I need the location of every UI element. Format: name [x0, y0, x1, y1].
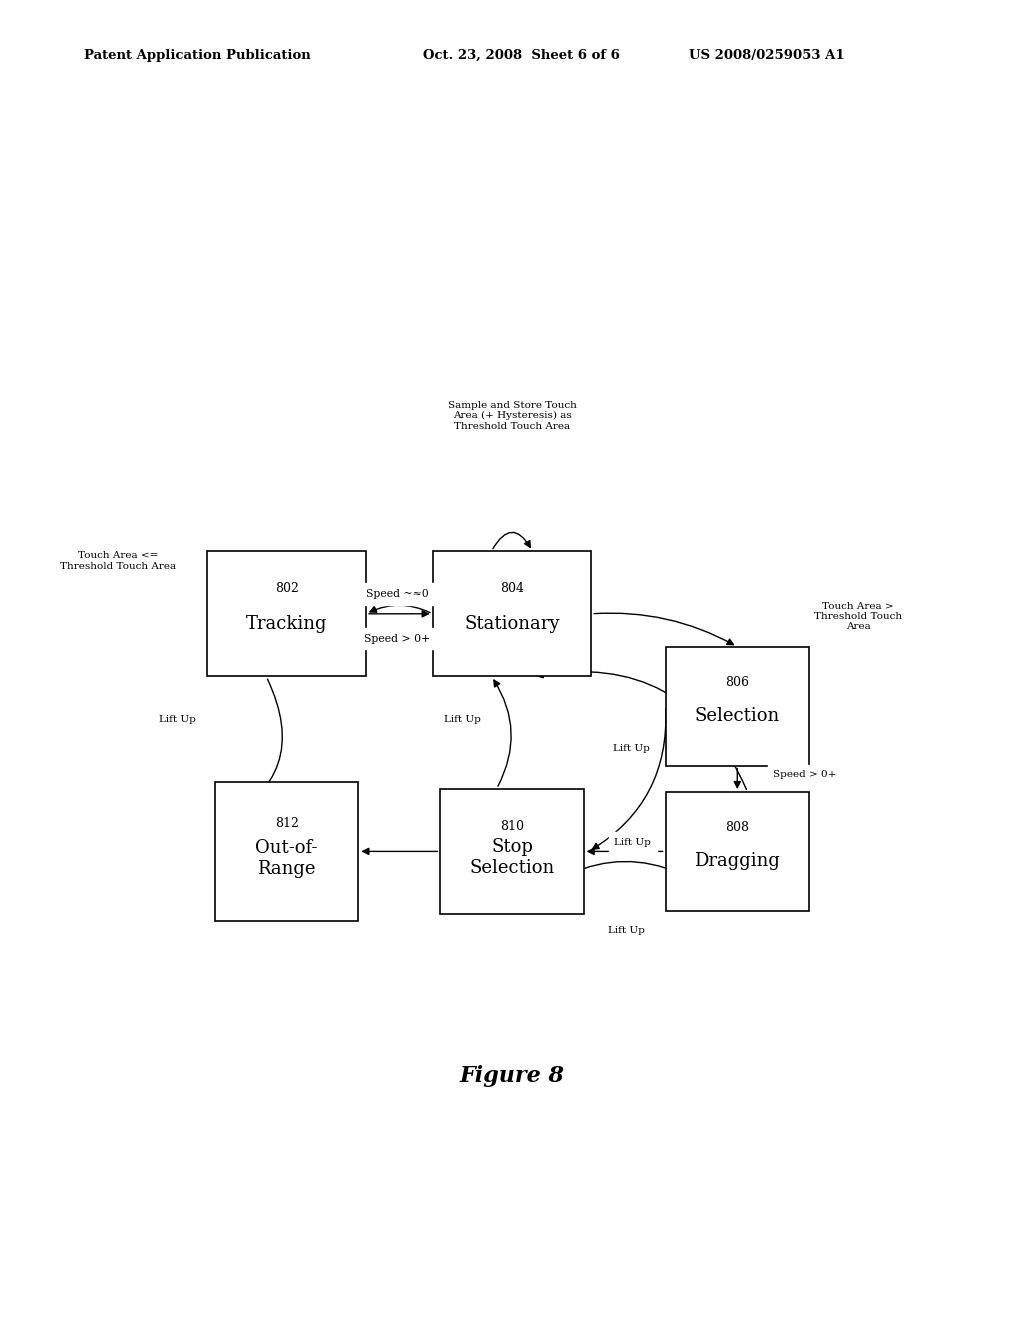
FancyArrowPatch shape	[369, 611, 428, 616]
Text: Speed > 0+: Speed > 0+	[365, 634, 430, 644]
Bar	[432, 552, 592, 676]
FancyArrowPatch shape	[212, 554, 256, 598]
FancyArrowPatch shape	[219, 678, 283, 824]
Text: 808: 808	[725, 821, 750, 834]
FancyArrowPatch shape	[594, 612, 733, 644]
FancyArrowPatch shape	[493, 532, 530, 549]
FancyArrowPatch shape	[593, 709, 666, 849]
Bar	[666, 792, 809, 911]
FancyArrowPatch shape	[734, 768, 740, 788]
FancyArrowPatch shape	[588, 849, 663, 854]
Text: Tracking: Tracking	[246, 615, 328, 632]
Text: Touch Area <=
Threshold Touch Area: Touch Area <= Threshold Touch Area	[59, 552, 176, 570]
FancyArrowPatch shape	[515, 862, 735, 911]
Text: 812: 812	[274, 817, 299, 830]
Text: Speed > 0+: Speed > 0+	[773, 771, 837, 779]
Bar	[440, 789, 584, 913]
Text: Oct. 23, 2008  Sheet 6 of 6: Oct. 23, 2008 Sheet 6 of 6	[423, 49, 620, 62]
Text: Touch Area >
Threshold Touch
Area: Touch Area > Threshold Touch Area	[814, 602, 902, 631]
FancyArrowPatch shape	[537, 672, 746, 789]
Text: Out-of-
Range: Out-of- Range	[255, 840, 318, 878]
Text: US 2008/0259053 A1: US 2008/0259053 A1	[689, 49, 845, 62]
Text: 804: 804	[500, 582, 524, 595]
FancyArrowPatch shape	[362, 849, 437, 854]
Text: Selection: Selection	[694, 706, 780, 725]
Text: Dragging: Dragging	[694, 851, 780, 870]
Text: Figure 8: Figure 8	[460, 1065, 564, 1086]
Text: Lift Up: Lift Up	[614, 838, 651, 846]
Text: Lift Up: Lift Up	[159, 715, 196, 723]
FancyArrowPatch shape	[494, 680, 511, 787]
FancyArrowPatch shape	[370, 606, 430, 612]
Text: Speed ~≈0: Speed ~≈0	[366, 589, 429, 599]
Text: 806: 806	[725, 676, 750, 689]
Text: Patent Application Publication: Patent Application Publication	[84, 49, 310, 62]
Text: Stop
Selection: Stop Selection	[469, 838, 555, 876]
Text: Lift Up: Lift Up	[444, 715, 481, 723]
Text: Lift Up: Lift Up	[608, 927, 645, 935]
Text: Sample and Store Touch
Area (+ Hysteresis) as
Threshold Touch Area: Sample and Store Touch Area (+ Hysteresi…	[447, 401, 577, 430]
Bar	[215, 781, 358, 921]
Bar	[207, 552, 367, 676]
Text: Lift Up: Lift Up	[613, 744, 650, 752]
Text: 802: 802	[274, 582, 299, 595]
Text: Stationary: Stationary	[464, 615, 560, 632]
Bar	[666, 647, 809, 766]
Text: 810: 810	[500, 820, 524, 833]
